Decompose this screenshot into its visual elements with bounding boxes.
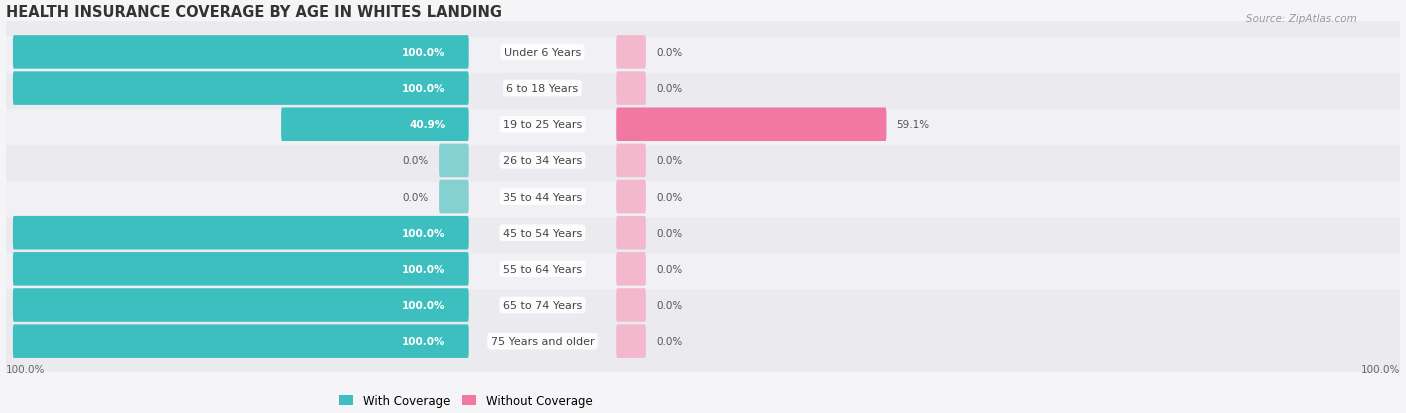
FancyBboxPatch shape: [0, 74, 1406, 176]
FancyBboxPatch shape: [13, 72, 468, 106]
FancyBboxPatch shape: [0, 38, 1406, 140]
FancyBboxPatch shape: [0, 290, 1406, 393]
Text: 26 to 34 Years: 26 to 34 Years: [503, 156, 582, 166]
Text: 55 to 64 Years: 55 to 64 Years: [503, 264, 582, 274]
Text: 100.0%: 100.0%: [402, 228, 446, 238]
Text: 0.0%: 0.0%: [657, 228, 682, 238]
Text: 0.0%: 0.0%: [657, 192, 682, 202]
Legend: With Coverage, Without Coverage: With Coverage, Without Coverage: [335, 389, 598, 412]
Text: 0.0%: 0.0%: [657, 84, 682, 94]
Text: 19 to 25 Years: 19 to 25 Years: [503, 120, 582, 130]
Text: 0.0%: 0.0%: [657, 300, 682, 310]
Text: 0.0%: 0.0%: [657, 336, 682, 347]
FancyBboxPatch shape: [0, 146, 1406, 248]
Text: 40.9%: 40.9%: [409, 120, 446, 130]
Text: 0.0%: 0.0%: [402, 192, 429, 202]
FancyBboxPatch shape: [13, 216, 468, 250]
FancyBboxPatch shape: [616, 252, 645, 286]
Text: 100.0%: 100.0%: [1361, 365, 1400, 375]
Text: 100.0%: 100.0%: [402, 84, 446, 94]
Text: 100.0%: 100.0%: [402, 300, 446, 310]
FancyBboxPatch shape: [439, 180, 468, 214]
FancyBboxPatch shape: [0, 182, 1406, 285]
FancyBboxPatch shape: [0, 2, 1406, 104]
Text: 35 to 44 Years: 35 to 44 Years: [503, 192, 582, 202]
FancyBboxPatch shape: [616, 108, 886, 142]
FancyBboxPatch shape: [13, 36, 468, 69]
FancyBboxPatch shape: [0, 254, 1406, 356]
Text: 45 to 54 Years: 45 to 54 Years: [503, 228, 582, 238]
FancyBboxPatch shape: [13, 325, 468, 358]
FancyBboxPatch shape: [13, 252, 468, 286]
Text: 0.0%: 0.0%: [657, 48, 682, 58]
Text: 6 to 18 Years: 6 to 18 Years: [506, 84, 578, 94]
FancyBboxPatch shape: [616, 36, 645, 69]
FancyBboxPatch shape: [616, 289, 645, 322]
FancyBboxPatch shape: [0, 110, 1406, 212]
Text: 100.0%: 100.0%: [402, 336, 446, 347]
Text: 0.0%: 0.0%: [657, 264, 682, 274]
FancyBboxPatch shape: [616, 144, 645, 178]
Text: Under 6 Years: Under 6 Years: [503, 48, 581, 58]
FancyBboxPatch shape: [439, 144, 468, 178]
Text: 100.0%: 100.0%: [402, 48, 446, 58]
FancyBboxPatch shape: [616, 72, 645, 106]
Text: 0.0%: 0.0%: [402, 156, 429, 166]
Text: 75 Years and older: 75 Years and older: [491, 336, 595, 347]
Text: 65 to 74 Years: 65 to 74 Years: [503, 300, 582, 310]
FancyBboxPatch shape: [616, 216, 645, 250]
Text: Source: ZipAtlas.com: Source: ZipAtlas.com: [1246, 14, 1357, 24]
Text: 59.1%: 59.1%: [897, 120, 929, 130]
FancyBboxPatch shape: [13, 289, 468, 322]
Text: 0.0%: 0.0%: [657, 156, 682, 166]
Text: 100.0%: 100.0%: [402, 264, 446, 274]
FancyBboxPatch shape: [616, 325, 645, 358]
FancyBboxPatch shape: [0, 218, 1406, 320]
FancyBboxPatch shape: [281, 108, 468, 142]
Text: 100.0%: 100.0%: [6, 365, 45, 375]
Text: HEALTH INSURANCE COVERAGE BY AGE IN WHITES LANDING: HEALTH INSURANCE COVERAGE BY AGE IN WHIT…: [6, 5, 502, 20]
FancyBboxPatch shape: [616, 180, 645, 214]
